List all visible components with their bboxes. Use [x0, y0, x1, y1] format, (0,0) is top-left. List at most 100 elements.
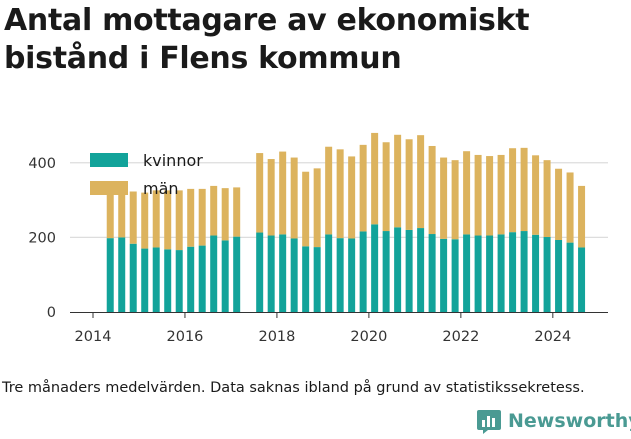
bar-man-2020-Q3 [394, 134, 402, 228]
bar-kvinnor-2022-Q1 [463, 234, 471, 312]
y-axis-ticks: 0 200 400 [28, 156, 56, 321]
x-tick-label-2022: 2022 [442, 329, 479, 345]
bar-kvinnor-2022-Q4 [497, 234, 505, 312]
bar-man-2022-Q3 [486, 156, 494, 236]
bar-man-2022-Q2 [474, 154, 482, 236]
bar-kvinnor-2024-Q1 [555, 239, 563, 312]
bar-kvinnor-2016-Q3 [210, 235, 218, 312]
bar-man-2015-Q1 [141, 192, 149, 249]
legend-label-kvinnor: kvinnor [143, 151, 203, 170]
bar-kvinnor-2020-Q2 [382, 231, 390, 312]
bar-man-2015-Q3 [164, 190, 172, 250]
bar-kvinnor-2023-Q2 [520, 231, 528, 312]
legend-swatch-man [90, 181, 128, 195]
bar-kvinnor-2021-Q2 [428, 234, 436, 312]
bar-kvinnor-2017-Q3 [256, 232, 264, 312]
bar-man-2024-Q2 [566, 172, 574, 243]
bar-man-2016-Q4 [221, 188, 229, 241]
x-tick-label-2018: 2018 [258, 329, 295, 345]
bar-man-2015-Q2 [152, 190, 160, 248]
bar-kvinnor-2017-Q1 [233, 236, 241, 312]
bar-kvinnor-2017-Q4 [267, 235, 275, 312]
bar-man-2019-Q3 [348, 156, 356, 239]
bar-kvinnor-2014-Q2 [106, 238, 114, 312]
bar-man-2019-Q1 [325, 146, 333, 235]
bar-man-2017-Q4 [267, 159, 275, 236]
bar-kvinnor-2019-Q1 [325, 234, 333, 312]
bar-man-2020-Q2 [382, 142, 390, 232]
chart-caption: Tre månaders medelvärden. Data saknas ib… [2, 380, 585, 396]
bar-kvinnor-2018-Q2 [290, 238, 298, 312]
bar-kvinnor-2023-Q1 [509, 232, 517, 312]
bar-man-2018-Q1 [279, 151, 287, 235]
newsworthy-chart-icon [477, 410, 501, 434]
bar-man-2016-Q3 [210, 185, 218, 236]
bar-man-2017-Q3 [256, 153, 264, 233]
legend-item-kvinnor: kvinnor [90, 151, 203, 170]
bar-kvinnor-2022-Q3 [486, 235, 494, 312]
bar-man-2021-Q1 [417, 135, 425, 229]
bar-man-2014-Q4 [129, 191, 137, 244]
bar-man-2018-Q2 [290, 157, 298, 239]
x-tick-label-2016: 2016 [167, 329, 204, 345]
newsworthy-logo: Newsworthy [476, 408, 631, 434]
bar-man-2021-Q2 [428, 145, 436, 235]
bar-kvinnor-2016-Q1 [187, 246, 195, 312]
bar-man-2022-Q4 [497, 154, 505, 235]
bar-kvinnor-2019-Q4 [359, 231, 367, 312]
bar-man-2023-Q1 [509, 148, 517, 233]
bar-man-2020-Q1 [371, 132, 379, 225]
bar-kvinnor-2020-Q4 [405, 229, 413, 312]
bar-kvinnor-2021-Q4 [451, 239, 459, 312]
x-axis-ticks: 2014 2016 2018 2020 2022 2024 [75, 312, 571, 345]
chart-title: Antal mottagare av ekonomiskt bistånd i … [4, 3, 530, 76]
bar-man-2021-Q3 [440, 157, 448, 239]
bar-man-2024-Q3 [578, 185, 586, 248]
bar-kvinnor-2022-Q2 [474, 235, 482, 312]
legend: kvinnor män [90, 151, 203, 198]
bar-kvinnor-2019-Q3 [348, 238, 356, 312]
bar-kvinnor-2014-Q4 [129, 243, 137, 312]
bar-kvinnor-2014-Q3 [118, 237, 126, 312]
bar-man-2018-Q3 [302, 171, 310, 247]
bar-kvinnor-2018-Q3 [302, 246, 310, 312]
bar-man-2024-Q1 [555, 168, 563, 240]
bar-kvinnor-2015-Q3 [164, 249, 172, 312]
bar-man-2016-Q2 [198, 188, 206, 246]
bar-kvinnor-2015-Q1 [141, 248, 149, 312]
bar-man-2016-Q1 [187, 188, 195, 247]
bar-kvinnor-2021-Q1 [417, 228, 425, 312]
bar-man-2014-Q3 [118, 188, 126, 238]
x-tick-label-2014: 2014 [75, 329, 112, 345]
legend-label-man: män [143, 179, 179, 198]
bar-kvinnor-2018-Q1 [279, 234, 287, 312]
bar-kvinnor-2015-Q2 [152, 247, 160, 312]
legend-item-man: män [90, 179, 179, 198]
bar-kvinnor-2019-Q2 [336, 238, 344, 312]
bar-man-2023-Q2 [520, 147, 528, 232]
bar-kvinnor-2024-Q2 [566, 242, 574, 312]
y-tick-label-200: 200 [28, 230, 56, 246]
bar-kvinnor-2023-Q3 [532, 234, 540, 312]
bar-kvinnor-2020-Q1 [371, 224, 379, 312]
bar-man-2022-Q1 [463, 151, 471, 235]
bar-kvinnor-2015-Q4 [175, 250, 183, 312]
bar-man-2014-Q2 [106, 190, 114, 239]
bar-man-2023-Q3 [532, 155, 540, 235]
legend-swatch-kvinnor [90, 153, 128, 167]
bars [106, 132, 586, 312]
x-tick-label-2024: 2024 [534, 329, 571, 345]
bar-man-2020-Q4 [405, 139, 413, 230]
bar-kvinnor-2024-Q3 [578, 247, 586, 312]
bar-kvinnor-2023-Q4 [543, 237, 551, 312]
bar-kvinnor-2021-Q3 [440, 238, 448, 312]
bar-man-2018-Q4 [313, 168, 321, 248]
bar-man-2019-Q4 [359, 144, 367, 232]
bar-kvinnor-2020-Q3 [394, 227, 402, 312]
bar-kvinnor-2016-Q4 [221, 240, 229, 312]
brand-name: Newsworthy [508, 410, 631, 432]
bar-man-2021-Q4 [451, 160, 459, 240]
bar-man-2017-Q1 [233, 187, 241, 237]
x-tick-label-2020: 2020 [350, 329, 387, 345]
